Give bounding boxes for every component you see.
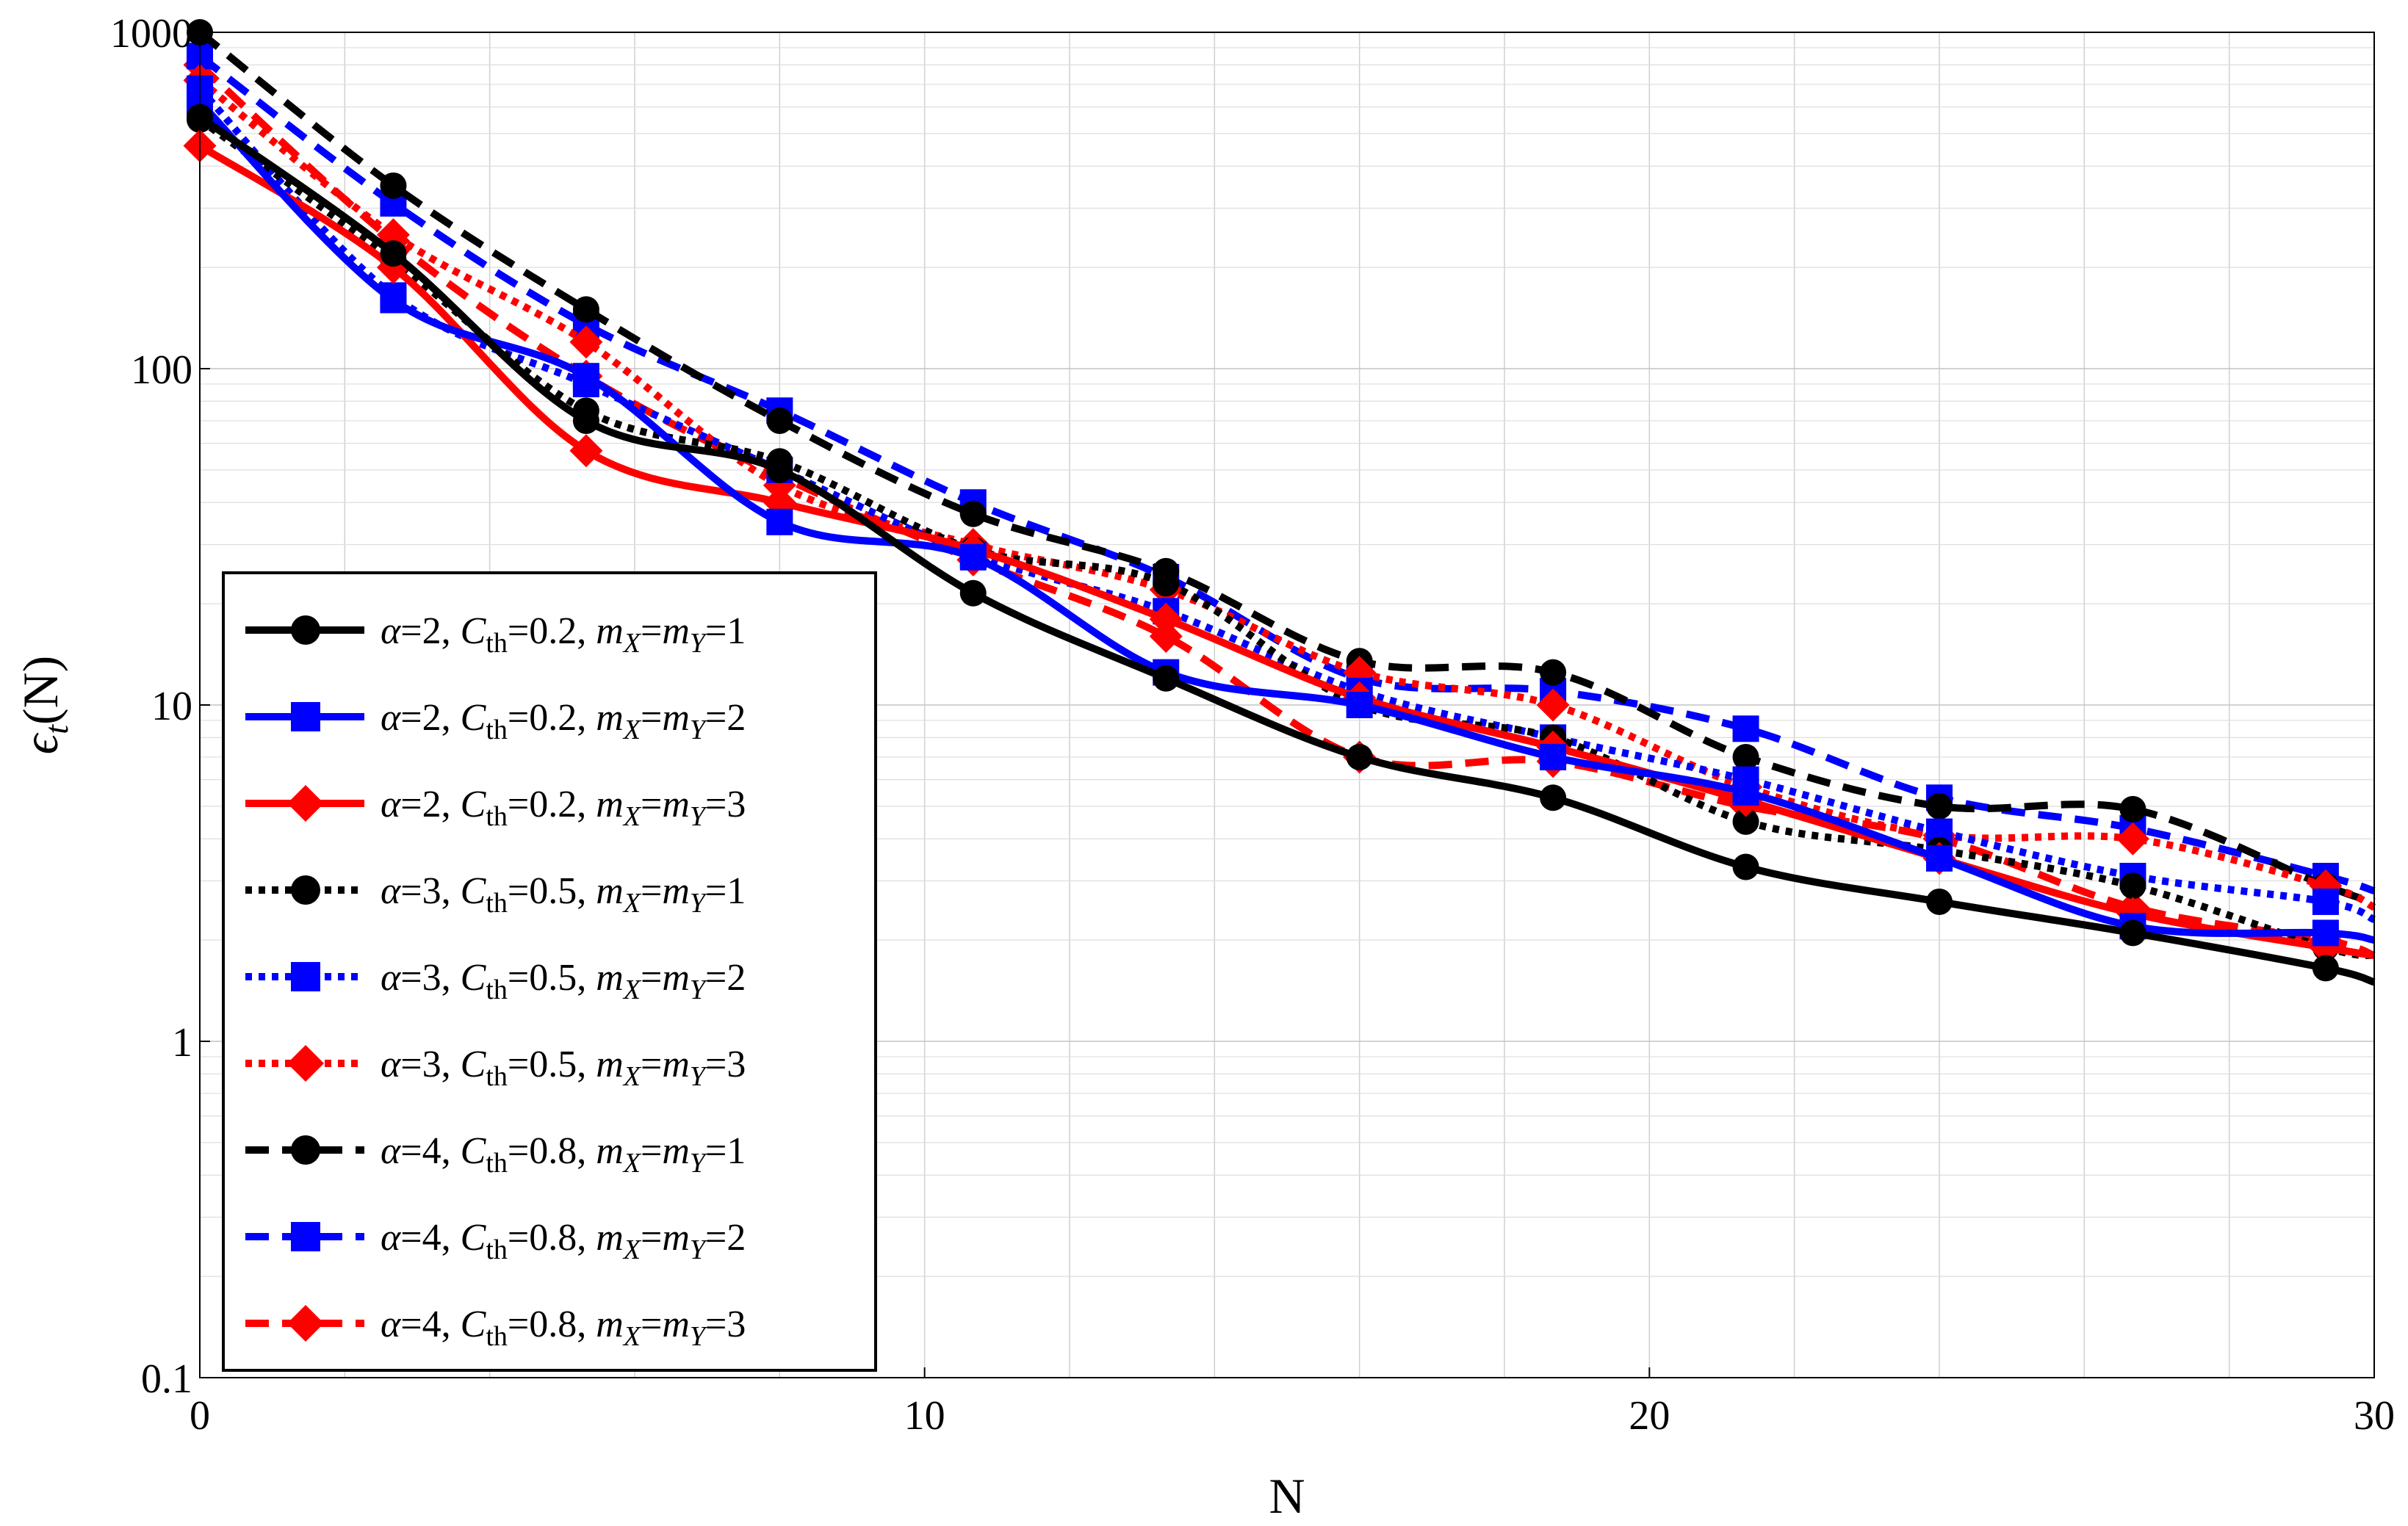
- legend: α=2, Cth=0.2, mX=mY=1 α=2, Cth=0.2, mX=mY…: [222, 571, 877, 1372]
- legend-marker: [291, 615, 320, 645]
- data-point: [1926, 845, 1953, 872]
- data-point: [766, 508, 793, 535]
- data-point: [569, 434, 603, 468]
- legend-label: α=4, Cth=0.8, mX=mY=1: [381, 1130, 746, 1179]
- x-tick-label: 0: [190, 1393, 210, 1439]
- legend-marker: [291, 1222, 320, 1251]
- data-point: [2312, 919, 2339, 947]
- legend-marker: [287, 785, 324, 822]
- legend-label: α=4, Cth=0.8, mX=mY=2: [381, 1217, 746, 1265]
- legend-marker: [291, 1135, 320, 1165]
- data-point: [1540, 659, 1567, 686]
- legend-label: α=3, Cth=0.5, mX=mY=3: [381, 1044, 746, 1092]
- legend-entry: α=4, Cth=0.8, mX=mY=1: [245, 1130, 746, 1179]
- legend-entry: α=4, Cth=0.8, mX=mY=3: [245, 1303, 746, 1352]
- x-axis-label: N: [1269, 1468, 1305, 1524]
- data-point: [1540, 784, 1567, 811]
- legend-marker: [291, 962, 320, 991]
- data-point: [959, 579, 987, 607]
- legend-entry: α=4, Cth=0.8, mX=mY=2: [245, 1217, 746, 1265]
- data-point: [1346, 692, 1373, 718]
- data-point: [959, 500, 987, 527]
- legend-label: α=4, Cth=0.8, mX=mY=3: [381, 1303, 746, 1352]
- data-point: [1153, 570, 1180, 597]
- data-point: [572, 363, 599, 390]
- data-point: [959, 543, 987, 571]
- data-point: [2119, 872, 2146, 900]
- y-tick-label: 1000: [110, 11, 192, 57]
- series-line: [197, 86, 2376, 923]
- y-tick-label: 1: [172, 1020, 192, 1066]
- data-point: [1732, 853, 1759, 880]
- data-point: [2119, 919, 2146, 947]
- y-ticks: 0.1 1 10 100 1000: [110, 11, 210, 1402]
- data-point: [1732, 743, 1759, 770]
- legend-label: α=2, Cth=0.2, mX=mY=3: [381, 784, 746, 832]
- legend-entry: α=2, Cth=0.2, mX=mY=1: [245, 610, 746, 659]
- legend-marker: [287, 1305, 324, 1342]
- y-tick-label: 10: [151, 684, 192, 729]
- series-line: [197, 77, 2376, 911]
- data-point: [1149, 602, 1183, 636]
- data-point: [572, 407, 599, 434]
- legend-entry: α=2, Cth=0.2, mX=mY=2: [245, 697, 746, 745]
- legend-label: α=2, Cth=0.2, mX=mY=2: [381, 697, 746, 745]
- series-line: [198, 114, 2376, 986]
- data-point: [380, 286, 407, 314]
- legend-entry: α=3, Cth=0.5, mX=mY=1: [245, 870, 746, 919]
- data-point: [1926, 792, 1953, 820]
- data-point: [1346, 743, 1373, 770]
- legend-label: α=2, Cth=0.2, mX=mY=1: [381, 610, 746, 659]
- data-point: [569, 325, 603, 359]
- data-point: [1153, 665, 1180, 692]
- data-point: [1149, 620, 1183, 654]
- data-point: [380, 172, 407, 199]
- legend-entry: α=3, Cth=0.5, mX=mY=2: [245, 957, 746, 1005]
- y-axis-label: ϵt(N): [12, 656, 75, 755]
- legend-label: α=3, Cth=0.5, mX=mY=2: [381, 957, 746, 1005]
- legend-label: α=3, Cth=0.5, mX=mY=1: [381, 870, 746, 919]
- y-tick-label: 0.1: [141, 1356, 192, 1402]
- data-point: [2116, 822, 2149, 856]
- data-point: [1926, 888, 1953, 915]
- legend-entry: α=2, Cth=0.2, mX=mY=3: [245, 784, 746, 832]
- data-point: [380, 240, 407, 267]
- data-point: [766, 456, 793, 483]
- y-tick-label: 100: [131, 347, 192, 393]
- series-line: [197, 62, 2376, 959]
- series-line: [198, 142, 2375, 960]
- series-group: [183, 19, 2376, 986]
- x-tick-label: 30: [2354, 1393, 2395, 1439]
- legend-marker: [291, 875, 320, 905]
- data-point: [2312, 888, 2339, 915]
- x-tick-label: 10: [904, 1393, 945, 1439]
- data-point: [1540, 743, 1567, 770]
- data-point: [766, 407, 793, 434]
- x-tick-label: 20: [1629, 1393, 1670, 1439]
- grid: [199, 32, 2375, 1378]
- x-ticks: 0 10 20 30: [190, 1367, 2395, 1439]
- series-line: [197, 99, 2375, 944]
- data-point: [1732, 715, 1759, 742]
- data-point: [1536, 688, 1570, 722]
- data-point: [572, 296, 599, 323]
- series-1: [187, 104, 2376, 986]
- legend-marker: [291, 702, 320, 731]
- series-line: [197, 29, 2376, 905]
- data-point: [1732, 778, 1759, 806]
- data-point: [2119, 795, 2146, 822]
- data-point: [2312, 955, 2339, 982]
- data-point: [1732, 808, 1759, 835]
- legend-marker: [287, 1045, 324, 1082]
- legend-entry: α=3, Cth=0.5, mX=mY=3: [245, 1044, 746, 1092]
